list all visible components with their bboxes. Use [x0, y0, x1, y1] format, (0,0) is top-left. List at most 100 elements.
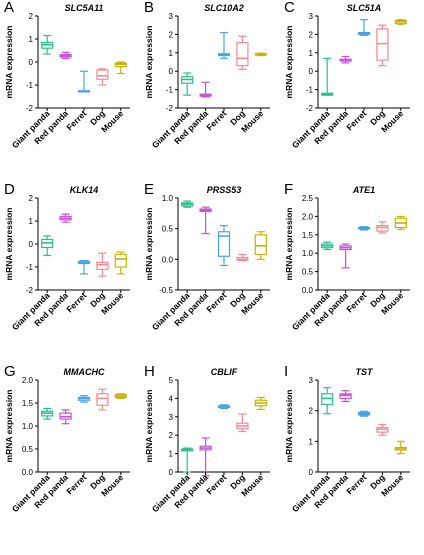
y-tick-label: 0 [29, 240, 34, 249]
box-mouse [394, 440, 407, 455]
y-tick-label: 0 [169, 468, 174, 477]
box-ferret [217, 404, 231, 410]
x-tick-label: Ferret [204, 108, 228, 132]
y-axis-label: mRNA expression [144, 26, 154, 99]
y-tick-label: 1 [169, 49, 174, 58]
box-ferret [357, 410, 371, 417]
gene-title: SLC51A [347, 3, 382, 13]
box-dog [96, 388, 109, 411]
y-axis-label: mRNA expression [144, 390, 154, 463]
x-tick-label: Ferret [344, 290, 368, 314]
box-red-panda [199, 206, 212, 235]
y-tick-label: 2 [169, 30, 174, 39]
y-tick-label: 2.5 [302, 194, 314, 203]
box-ferret [77, 259, 91, 275]
x-tick-label: Ferret [64, 290, 88, 314]
y-tick-label: 0.0 [22, 468, 34, 477]
box-mouse [114, 61, 127, 75]
panel-letter: F [284, 181, 293, 198]
y-axis-label: mRNA expression [284, 26, 294, 99]
y-tick-label: 1.5 [302, 231, 314, 240]
box-red-panda [59, 409, 72, 425]
y-tick-label: 4 [169, 394, 174, 403]
box-red-panda [339, 55, 352, 64]
box-giant-panda [41, 235, 54, 257]
y-tick-label: 1 [29, 217, 34, 226]
y-tick-label: 5 [169, 376, 174, 385]
y-tick-label: 1 [309, 49, 314, 58]
panel-letter: I [284, 363, 288, 380]
y-tick-label: 2 [29, 194, 34, 203]
y-tick-label: 0.5 [162, 225, 174, 234]
iqr-box [254, 234, 267, 256]
panel-letter: E [144, 181, 154, 198]
y-axis-label: mRNA expression [284, 390, 294, 463]
y-tick-label: 0.0 [302, 286, 314, 295]
box-mouse [394, 215, 407, 230]
box-dog [236, 413, 249, 433]
iqr-box [376, 225, 389, 232]
gene-title: TST [356, 367, 375, 377]
gene-title: ATE1 [352, 185, 375, 195]
y-tick-label: 1 [29, 35, 34, 44]
box-giant-panda [181, 447, 194, 473]
y-tick-label: -1 [26, 263, 34, 272]
box-red-panda [59, 51, 72, 60]
y-axis-label: mRNA expression [4, 26, 14, 99]
iqr-box [376, 28, 389, 61]
box-giant-panda [321, 387, 334, 415]
box-giant-panda [321, 241, 334, 251]
iqr-box [236, 42, 249, 67]
y-tick-label: 2.0 [302, 212, 314, 221]
y-tick-label: 0 [309, 67, 314, 76]
y-tick-label: 1.0 [302, 249, 314, 258]
box-ferret [77, 395, 91, 403]
y-tick-label: 3 [309, 12, 314, 21]
y-tick-label: 0 [169, 67, 174, 76]
x-tick-label: Ferret [64, 472, 88, 496]
gene-title: PRSS53 [207, 185, 242, 195]
box-ferret [357, 19, 371, 36]
y-tick-label: 3 [169, 12, 174, 21]
box-giant-panda [321, 57, 334, 96]
y-tick-label: 0 [29, 58, 34, 67]
y-tick-label: 1.5 [22, 399, 34, 408]
y-tick-label: -1 [306, 86, 314, 95]
panel-letter: A [4, 0, 14, 16]
box-dog [236, 253, 249, 262]
box-dog [376, 24, 389, 67]
box-dog [96, 252, 109, 277]
box-giant-panda [41, 34, 54, 55]
iqr-box [96, 393, 109, 406]
panel-letter: G [4, 363, 16, 380]
box-red-panda [339, 390, 352, 403]
y-tick-label: 2.0 [22, 376, 34, 385]
y-axis-label: mRNA expression [4, 390, 14, 463]
y-tick-label: 1 [309, 437, 314, 446]
y-tick-label: 1.0 [162, 194, 174, 203]
y-tick-label: -2 [166, 104, 174, 113]
iqr-box [217, 231, 231, 257]
x-tick-label: Ferret [344, 472, 368, 496]
y-tick-label: 3 [309, 376, 314, 385]
iqr-box [96, 69, 109, 80]
box-mouse [254, 396, 267, 411]
y-tick-label: -2 [26, 104, 34, 113]
gene-title: SLC10A2 [204, 3, 244, 13]
box-ferret [217, 225, 231, 267]
box-mouse [394, 19, 407, 25]
y-axis-label: mRNA expression [4, 208, 14, 281]
box-giant-panda [41, 407, 54, 420]
box-mouse [254, 52, 267, 57]
box-ferret [77, 70, 91, 93]
box-red-panda [199, 81, 212, 98]
